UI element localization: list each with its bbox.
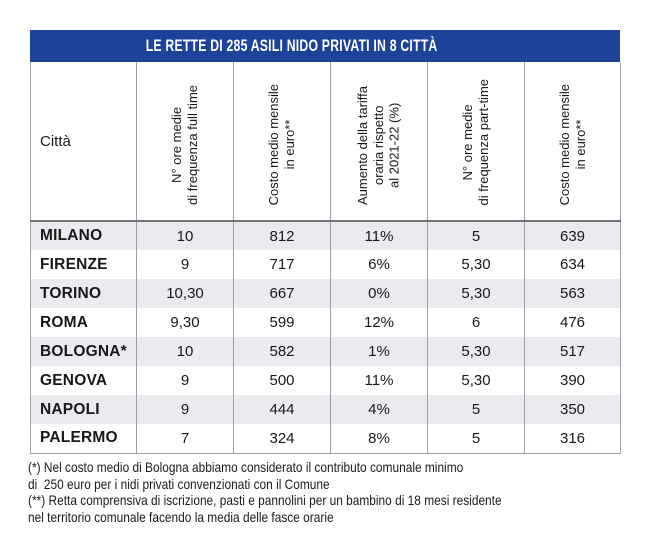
table-row-torino: TORINO 10,30 667 0% 5,30 563 bbox=[30, 279, 621, 308]
table-row-milano: MILANO 10 812 11% 5 639 bbox=[30, 221, 621, 250]
cell-full-time-hours: 10 bbox=[136, 221, 234, 250]
cell-part-time-cost: 563 bbox=[524, 279, 621, 308]
cell-tariff-increase: 11% bbox=[330, 221, 428, 250]
footnote-bologna: (*) Nel costo medio di Bologna abbiamo c… bbox=[28, 459, 464, 492]
table-row-firenze: FIRENZE 9 717 6% 5,30 634 bbox=[31, 250, 621, 279]
cell-full-time-hours: 9,30 bbox=[136, 308, 234, 337]
cell-part-time-cost: 350 bbox=[524, 395, 621, 424]
footnotes: (*) Nel costo medio di Bologna abbiamo c… bbox=[28, 459, 551, 525]
cell-tariff-increase: 6% bbox=[330, 250, 428, 279]
column-header-label: Aumento della tariffa oraria rispetto al… bbox=[355, 86, 402, 205]
cell-full-time-hours: 9 bbox=[136, 395, 234, 424]
column-header-part-time-cost: Costo medio mensile in euro** bbox=[524, 62, 621, 222]
cell-city: MILANO bbox=[40, 227, 103, 244]
cell-full-time-cost: 500 bbox=[233, 366, 331, 395]
cell-tariff-increase: 11% bbox=[330, 366, 428, 395]
table-row-roma: ROMA 9,30 599 12% 6 476 bbox=[31, 308, 621, 337]
cell-part-time-hours: 5 bbox=[427, 424, 525, 453]
cell-part-time-cost: 390 bbox=[524, 366, 621, 395]
column-header-label: N° ore medie di frequenza full time bbox=[169, 85, 200, 205]
column-header-label: N° ore medie di frequenza part-time bbox=[460, 78, 491, 205]
cell-city: TORINO bbox=[40, 284, 102, 302]
cell-city: BOLOGNA* bbox=[40, 342, 127, 360]
table-row-palermo: PALERMO 7 324 8% 5 316 bbox=[31, 424, 621, 453]
cell-part-time-hours: 5,30 bbox=[427, 250, 525, 279]
cell-full-time-cost: 582 bbox=[233, 337, 331, 366]
cell-part-time-cost: 517 bbox=[524, 337, 621, 366]
cell-full-time-cost: 324 bbox=[233, 424, 331, 453]
cell-city: FIRENZE bbox=[40, 255, 108, 273]
fees-infographic: LE RETTE DI 285 ASILI NIDO PRIVATI IN 8 … bbox=[30, 30, 621, 454]
cell-tariff-increase: 1% bbox=[330, 337, 428, 366]
cell-part-time-cost: 316 bbox=[524, 424, 621, 453]
cell-part-time-cost: 639 bbox=[524, 221, 621, 250]
cell-full-time-cost: 667 bbox=[233, 279, 331, 308]
cell-part-time-hours: 5 bbox=[427, 395, 525, 424]
cell-full-time-cost: 599 bbox=[233, 308, 331, 337]
cell-full-time-hours: 9 bbox=[136, 366, 234, 395]
cell-part-time-hours: 5,30 bbox=[427, 279, 525, 308]
footnote-retta: (**) Retta comprensiva di iscrizione, pa… bbox=[28, 492, 502, 525]
column-header-tariff-increase: Aumento della tariffa oraria rispetto al… bbox=[330, 62, 428, 222]
column-header-label: Costo medio mensile in euro** bbox=[556, 83, 588, 205]
cell-tariff-increase: 0% bbox=[330, 279, 428, 308]
cell-full-time-cost: 812 bbox=[233, 221, 331, 250]
table-row-napoli: NAPOLI 9 444 4% 5 350 bbox=[30, 395, 621, 424]
cell-full-time-cost: 444 bbox=[233, 395, 331, 424]
cell-part-time-cost: 476 bbox=[524, 308, 621, 337]
column-header-full-time-cost: Costo medio mensile in euro** bbox=[233, 62, 331, 222]
cell-city: GENOVA bbox=[40, 371, 108, 389]
cell-full-time-hours: 7 bbox=[136, 424, 234, 453]
cell-full-time-cost: 717 bbox=[233, 250, 331, 279]
cell-part-time-hours: 6 bbox=[427, 308, 525, 337]
cell-part-time-hours: 5 bbox=[427, 221, 525, 250]
column-header-label: Costo medio mensile in euro** bbox=[266, 83, 297, 205]
cell-tariff-increase: 4% bbox=[330, 395, 428, 424]
cell-part-time-hours: 5,30 bbox=[427, 366, 525, 395]
cell-part-time-hours: 5,30 bbox=[427, 337, 525, 366]
table-title: LE RETTE DI 285 ASILI NIDO PRIVATI IN 8 … bbox=[146, 36, 438, 55]
cell-full-time-hours: 10 bbox=[136, 337, 234, 366]
cell-city: ROMA bbox=[40, 313, 89, 331]
cell-part-time-cost: 634 bbox=[524, 250, 621, 279]
table-title-banner: LE RETTE DI 285 ASILI NIDO PRIVATI IN 8 … bbox=[30, 30, 620, 62]
cell-tariff-increase: 8% bbox=[330, 424, 428, 453]
cell-full-time-hours: 9 bbox=[136, 250, 234, 279]
cell-full-time-hours: 10,30 bbox=[136, 279, 234, 308]
fees-table: Città N° ore medie di frequenza full tim… bbox=[30, 62, 621, 454]
column-header-city: Città bbox=[30, 62, 137, 222]
column-header-part-time-hours: N° ore medie di frequenza part-time bbox=[427, 62, 525, 222]
cell-city: NAPOLI bbox=[40, 400, 100, 418]
cell-city: PALERMO bbox=[40, 429, 118, 447]
column-header-full-time-hours: N° ore medie di frequenza full time bbox=[136, 62, 234, 222]
table-row-bologna: BOLOGNA* 10 582 1% 5,30 517 bbox=[30, 337, 621, 366]
table-row-genova: GENOVA 9 500 11% 5,30 390 bbox=[31, 366, 621, 395]
cell-tariff-increase: 12% bbox=[330, 308, 428, 337]
header-row: Città N° ore medie di frequenza full tim… bbox=[30, 62, 621, 222]
